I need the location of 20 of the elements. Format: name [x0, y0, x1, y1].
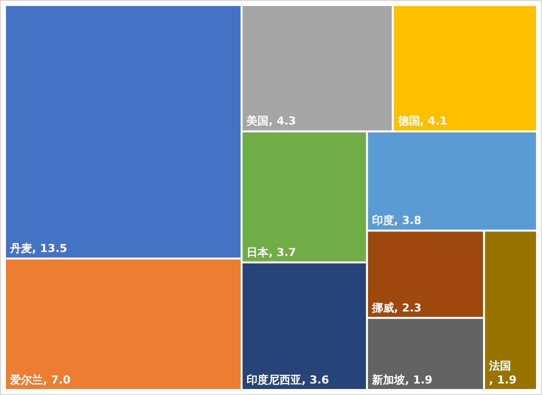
data-label: , 4.3 — [268, 114, 296, 128]
data-label: , 3.6 — [302, 373, 330, 386]
category-label: 法国 — [488, 359, 512, 372]
data-label: , 7.0 — [43, 373, 71, 386]
data-label: , 1.9 — [404, 373, 432, 386]
category-label: 新加坡 — [370, 373, 406, 386]
data-label: , 3.8 — [394, 214, 422, 227]
category-label: 爱尔兰 — [9, 373, 43, 386]
category-label: 丹麦 — [9, 242, 32, 255]
category-label: 挪威 — [370, 301, 394, 314]
data-label: , 2.3 — [394, 301, 422, 314]
data-label: , 4.1 — [420, 114, 448, 128]
category-label: 美国 — [246, 114, 269, 128]
data-label: , 3.7 — [268, 246, 296, 259]
category-label: 印度尼西亚 — [246, 373, 302, 386]
category-label: 日本 — [246, 246, 270, 259]
data-label: , 13.5 — [32, 242, 68, 255]
category-label: 德国 — [396, 114, 420, 128]
data-label: , 1.9 — [489, 373, 517, 386]
category-label: 印度 — [372, 214, 394, 227]
